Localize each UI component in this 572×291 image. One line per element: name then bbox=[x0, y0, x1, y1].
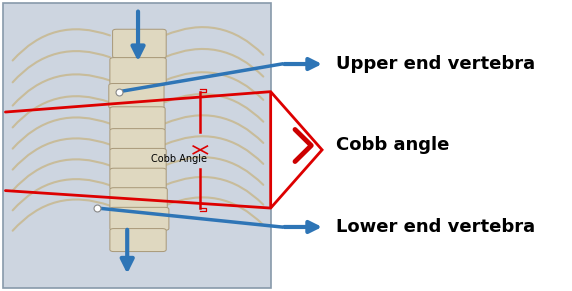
FancyBboxPatch shape bbox=[113, 29, 166, 58]
FancyBboxPatch shape bbox=[3, 3, 271, 288]
FancyBboxPatch shape bbox=[110, 168, 166, 190]
Text: Cobb Angle: Cobb Angle bbox=[150, 154, 206, 164]
FancyBboxPatch shape bbox=[109, 84, 164, 109]
FancyBboxPatch shape bbox=[110, 148, 166, 171]
FancyBboxPatch shape bbox=[110, 188, 167, 209]
FancyBboxPatch shape bbox=[110, 207, 169, 230]
FancyBboxPatch shape bbox=[110, 229, 166, 251]
Text: Cobb angle: Cobb angle bbox=[336, 136, 449, 155]
Text: Lower end vertebra: Lower end vertebra bbox=[336, 218, 535, 236]
FancyBboxPatch shape bbox=[110, 129, 165, 151]
FancyBboxPatch shape bbox=[110, 107, 165, 131]
Text: Upper end vertebra: Upper end vertebra bbox=[336, 55, 535, 73]
FancyBboxPatch shape bbox=[110, 58, 166, 85]
